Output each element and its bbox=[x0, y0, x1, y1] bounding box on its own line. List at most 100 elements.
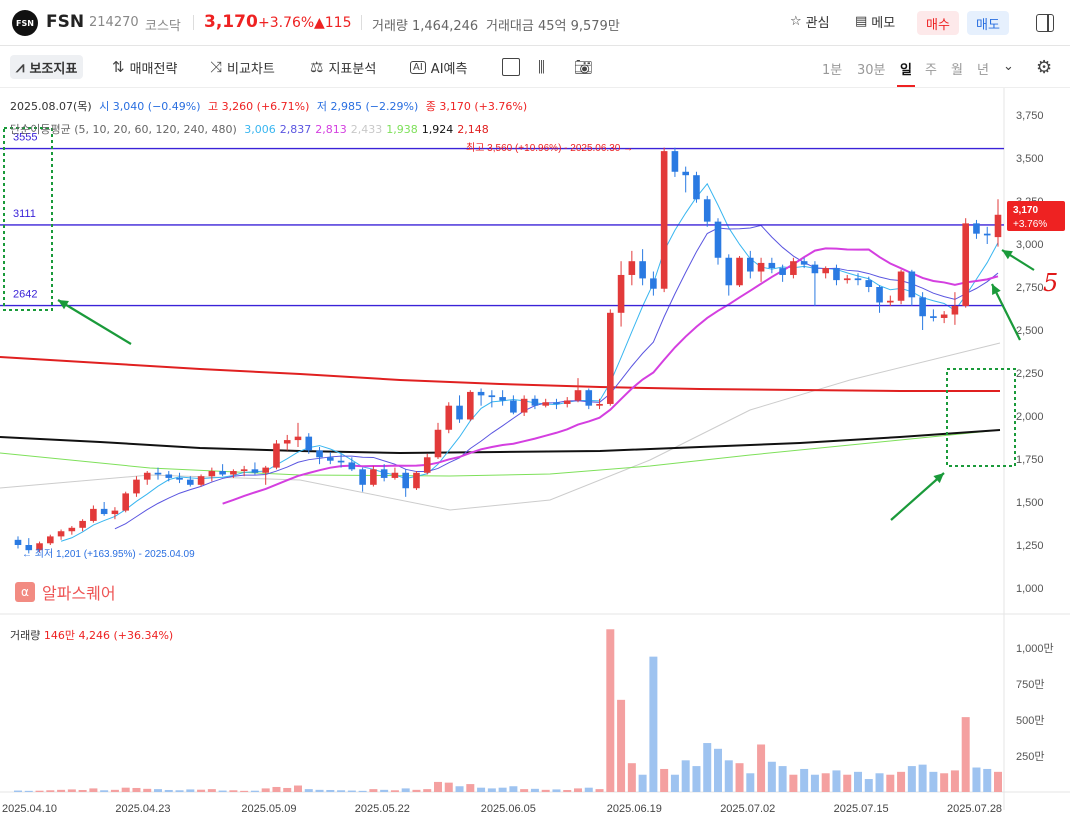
candle-body bbox=[14, 539, 22, 545]
candlestick-icon: ⫼ bbox=[538, 58, 545, 76]
period-month[interactable]: 월 bbox=[951, 63, 963, 78]
strategy-button[interactable]: ⇅ 매매전략 bbox=[112, 55, 177, 79]
candle-body bbox=[660, 151, 668, 289]
y-tick-label: 3,500 bbox=[1016, 153, 1044, 165]
x-tick-label: 2025.05.22 bbox=[355, 803, 410, 815]
volume-bar bbox=[552, 789, 561, 792]
analysis-button[interactable]: ⚖ 지표분석 bbox=[310, 55, 376, 79]
volume-bar bbox=[466, 784, 475, 792]
candle-body bbox=[725, 257, 733, 286]
sell-button[interactable]: 매도 bbox=[967, 11, 1009, 35]
chart-type-button[interactable] bbox=[502, 55, 520, 79]
compare-button[interactable]: ⤨ 비교차트 bbox=[210, 55, 275, 79]
divider bbox=[193, 15, 194, 30]
candle-body bbox=[919, 297, 926, 317]
volume-bar bbox=[498, 787, 507, 792]
candle-body bbox=[671, 151, 679, 172]
high-annotation: 최고 3,560 (+10.96%) - 2025.06.30 → bbox=[466, 142, 633, 154]
candle-body bbox=[833, 268, 840, 281]
volume-bar bbox=[670, 774, 679, 792]
volume-bar bbox=[574, 788, 582, 792]
candle-body bbox=[25, 545, 33, 551]
volume-bar bbox=[692, 766, 701, 792]
company-logo: FSN bbox=[12, 10, 38, 36]
star-icon: ☆ bbox=[790, 14, 802, 29]
candle-body bbox=[865, 280, 873, 287]
annotation-arrow bbox=[57, 299, 132, 345]
candle-body bbox=[262, 467, 269, 473]
candle-body bbox=[811, 264, 819, 274]
candle-body bbox=[187, 479, 194, 485]
gear-icon[interactable]: ⚙ bbox=[1036, 57, 1053, 78]
ma-value-2: 2,813 bbox=[315, 123, 347, 136]
volume-bar bbox=[681, 760, 690, 792]
stock-header: FSN FSN 214270 코스닥 3,170 +3.76% ▲115 거래량… bbox=[0, 0, 1070, 46]
volume-bar bbox=[218, 790, 227, 792]
candle-body bbox=[682, 171, 689, 176]
volume-bar bbox=[843, 774, 852, 792]
arrow-head bbox=[1002, 250, 1013, 260]
low-annotation: ← 최저 1,201 (+163.95%) - 2025.04.09 bbox=[22, 548, 195, 560]
period-30min[interactable]: 30분 bbox=[857, 63, 886, 78]
y-tick-label: 2,750 bbox=[1016, 282, 1044, 294]
y-tick-label: 2,250 bbox=[1016, 368, 1044, 380]
watch-button[interactable]: ☆ 관심 bbox=[790, 12, 830, 31]
candle-body bbox=[779, 268, 786, 275]
candle-body bbox=[940, 314, 948, 318]
candle-body bbox=[800, 261, 808, 265]
ma-240-line bbox=[0, 342, 1001, 511]
side-panel-icon[interactable] bbox=[1036, 14, 1054, 32]
volume-bar bbox=[983, 768, 992, 792]
strategy-icon: ⇅ bbox=[112, 58, 125, 76]
candle-body bbox=[402, 472, 409, 489]
screenshot-button[interactable]: 📷︎ bbox=[574, 55, 593, 79]
period-1min[interactable]: 1분 bbox=[822, 63, 843, 78]
candle-body bbox=[510, 400, 517, 413]
candle-body bbox=[574, 390, 582, 401]
volume-bar bbox=[369, 789, 378, 792]
indicator-icon: ⩘ bbox=[16, 58, 25, 76]
ai-chip-icon: AI bbox=[410, 60, 426, 74]
candle-body bbox=[854, 278, 862, 281]
candle-body bbox=[197, 476, 205, 485]
highlight-box bbox=[946, 368, 1016, 467]
period-day[interactable]: 일 bbox=[897, 59, 915, 87]
indicators-button[interactable]: ⩘ 보조지표 bbox=[10, 55, 84, 79]
volume-bar bbox=[35, 790, 44, 792]
stock-name: FSN bbox=[46, 12, 85, 32]
volume-bar bbox=[261, 788, 270, 792]
ai-label: AI예측 bbox=[430, 61, 468, 77]
analysis-icon: ⚖ bbox=[310, 58, 324, 76]
buy-button[interactable]: 매수 bbox=[917, 11, 959, 35]
candle-body bbox=[68, 527, 76, 532]
last-change-text: +3.76% bbox=[1013, 219, 1047, 230]
volume-bar bbox=[272, 786, 281, 792]
candle-body bbox=[962, 223, 969, 306]
candle-body bbox=[57, 531, 65, 537]
price-chart[interactable]: 1,000 1,250 1,500 1,750 2,000 2,250 2,500 2,750… bbox=[0, 88, 1070, 822]
ma-480-line bbox=[0, 429, 1001, 477]
volume-bar bbox=[110, 789, 119, 792]
volume-bar bbox=[778, 766, 787, 792]
candle-body bbox=[467, 391, 474, 420]
candle-body bbox=[983, 233, 991, 236]
volume-bar bbox=[132, 787, 141, 792]
ma-info: 단순이동평균 (5, 10, 20, 60, 120, 240, 480) 3,… bbox=[10, 121, 497, 137]
volume-tick-label: 750만 bbox=[1016, 678, 1044, 691]
candle-body bbox=[79, 520, 86, 528]
chevron-down-icon[interactable]: ⌄ bbox=[1003, 59, 1014, 74]
ai-predict-button[interactable]: AI AI예측 bbox=[410, 55, 467, 79]
period-week[interactable]: 주 bbox=[925, 63, 937, 78]
candle-style-button[interactable]: ⫼ bbox=[538, 55, 545, 79]
volume-bar bbox=[724, 760, 733, 792]
candle-body bbox=[617, 274, 625, 313]
volume-bar bbox=[541, 789, 550, 792]
period-year[interactable]: 년 bbox=[977, 63, 989, 78]
volume-bar bbox=[886, 774, 895, 792]
volume-bar bbox=[563, 789, 572, 792]
memo-button[interactable]: ▤ 메모 bbox=[855, 12, 895, 31]
volume-value: 146만 4,246 (+36.34%) bbox=[43, 629, 174, 642]
candle-body bbox=[951, 305, 959, 315]
level-label: 3555 bbox=[13, 132, 37, 144]
handwritten-mark: 5 bbox=[1043, 269, 1058, 297]
